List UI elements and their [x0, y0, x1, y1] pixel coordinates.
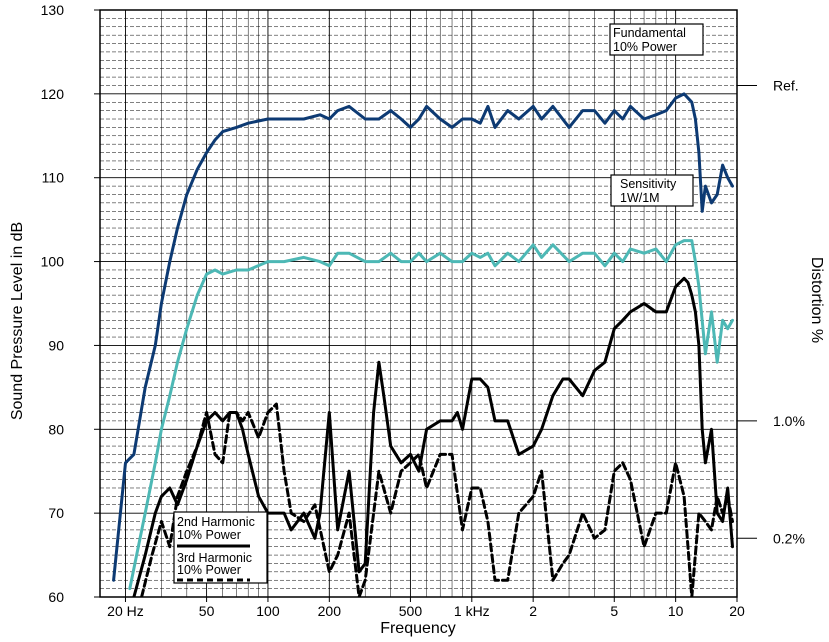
fundamental-label-line2: 10% Power [613, 40, 677, 54]
x-tick-label: 50 [199, 603, 215, 619]
harmonics-legend-box: 2nd Harmonic 10% Power 3rd Harmonic 10% … [173, 511, 268, 584]
grid [100, 9, 737, 598]
y-tick-label: 60 [48, 589, 64, 605]
series-line-3 [132, 276, 734, 597]
series-lines [112, 92, 734, 597]
y-tick-label: 80 [48, 421, 64, 437]
series-line-1 [112, 92, 734, 582]
y2-tick-label: 0.2% [773, 530, 805, 546]
series-line-2 [128, 239, 734, 591]
x-tick-label: 20 [729, 603, 745, 619]
fundamental-label-box: Fundamental 10% Power [609, 23, 704, 56]
fundamental-label-line1: Fundamental [613, 26, 686, 40]
sensitivity-label-box: Sensitivity 1W/1M [610, 174, 694, 207]
y-tick-label: 70 [48, 505, 64, 521]
third-harmonic-label-line2: 10% Power [177, 563, 241, 577]
x-tick-label: 1 kHz [454, 603, 490, 619]
second-harmonic-label-line2: 10% Power [177, 528, 241, 542]
x-axis-title: Frequency [380, 620, 456, 637]
second-harmonic-label-line1: 2nd Harmonic [177, 515, 255, 529]
x-tick-label: 500 [399, 603, 423, 619]
x-tick-label: 200 [318, 603, 342, 619]
y2-axis-title: Distortion % [808, 257, 825, 343]
plot-frame [99, 9, 738, 598]
sensitivity-label-line2: 1W/1M [620, 191, 660, 205]
axis-ticks: 20 Hz 50 100 200 500 1 kHz 2 5 10 20 60 70 80 90 100 11… [41, 2, 805, 619]
x-tick-label: 2 [529, 603, 537, 619]
y2-tick-label: 1.0% [773, 413, 805, 429]
x-tick-label: 20 Hz [107, 603, 144, 619]
y-tick-label: 130 [41, 2, 65, 18]
x-tick-label: 100 [256, 603, 280, 619]
third-harmonic-label-line1: 3rd Harmonic [177, 551, 252, 565]
x-tick-label: 10 [668, 603, 684, 619]
y-tick-label: 120 [41, 86, 65, 102]
y-tick-label: 100 [41, 254, 65, 270]
y-axis-title: Sound Pressure Level in dB [9, 222, 26, 420]
x-tick-label: 5 [610, 603, 618, 619]
y2-tick-label: Ref. [773, 77, 799, 93]
sensitivity-label-line1: Sensitivity [620, 177, 677, 191]
y-tick-label: 90 [48, 337, 64, 353]
y-tick-label: 110 [42, 170, 65, 186]
